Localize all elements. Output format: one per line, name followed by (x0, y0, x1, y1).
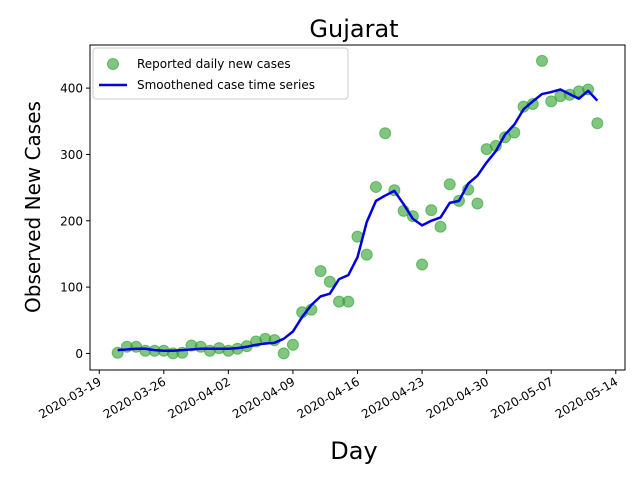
y-axis-label: Observed New Cases (21, 101, 45, 313)
legend-label-reported: Reported daily new cases (137, 57, 291, 71)
legend: Reported daily new cases Smoothened case… (92, 47, 349, 100)
scatter-point (286, 338, 299, 351)
scatter-point (342, 295, 355, 308)
scatter-point (434, 220, 447, 233)
y-tick-label: 100 (60, 281, 83, 295)
chart-title: Gujarat (309, 15, 398, 43)
x-axis-label: Day (330, 437, 377, 465)
legend-frame (92, 47, 349, 100)
legend-label-smoothed: Smoothened case time series (137, 78, 315, 92)
scatter-point (508, 126, 521, 139)
y-tick-label: 0 (75, 347, 83, 361)
scatter-point (535, 54, 548, 67)
scatter-point (526, 98, 539, 111)
scatter-point (369, 180, 382, 193)
y-axis: 0 100 200 300 400 (60, 82, 90, 361)
scatter-point (379, 127, 392, 140)
y-tick-label: 200 (60, 214, 83, 228)
scatter-point (314, 265, 327, 278)
scatter-point (591, 117, 604, 130)
plot-area (111, 54, 604, 360)
scatter-point (277, 347, 290, 360)
y-tick-label: 400 (60, 82, 83, 96)
y-tick-label: 300 (60, 148, 83, 162)
scatter-point (360, 248, 373, 261)
scatter-point (425, 204, 438, 217)
scatter-point (545, 95, 558, 108)
scatter-point (471, 197, 484, 210)
legend-marker-reported (107, 58, 119, 70)
smoothed-line (117, 88, 599, 353)
scatter-point (323, 275, 336, 288)
scatter-point (443, 178, 456, 191)
scatter-point (416, 258, 429, 271)
